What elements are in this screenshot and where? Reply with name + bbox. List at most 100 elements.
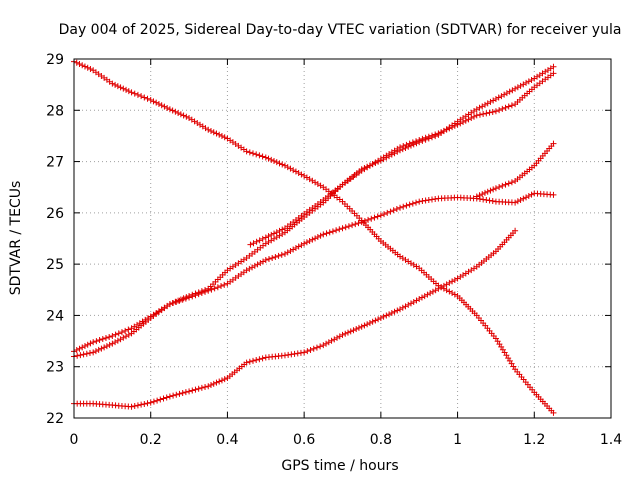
data-point [520, 195, 527, 202]
data-point [109, 340, 116, 347]
data-point [502, 181, 509, 188]
data-point [170, 300, 177, 307]
data-point [259, 355, 266, 362]
data-point [112, 81, 119, 88]
data-point [125, 331, 132, 338]
data-point [345, 223, 352, 230]
data-point [479, 103, 486, 110]
data-point [95, 346, 102, 353]
data-point [131, 403, 138, 410]
data-point [486, 197, 493, 204]
data-point [390, 207, 397, 214]
data-point [243, 267, 250, 274]
data-point [287, 247, 294, 254]
series-2 [71, 227, 519, 410]
data-point [106, 341, 113, 348]
data-point [457, 120, 464, 127]
data-point [186, 388, 193, 395]
data-point [462, 117, 469, 124]
data-point [166, 106, 173, 113]
data-point [372, 317, 379, 324]
data-point [257, 259, 264, 266]
data-point [355, 324, 362, 331]
data-point [400, 203, 407, 210]
data-point [391, 308, 398, 315]
data-point [276, 227, 283, 234]
data-point [80, 351, 87, 358]
data-point [413, 199, 420, 206]
data-point [347, 328, 354, 335]
data-point [256, 356, 263, 363]
data-point [265, 155, 272, 162]
data-point [307, 346, 314, 353]
y-tick-label: 28 [46, 103, 64, 119]
data-point [192, 292, 199, 299]
x-tick-label: 0.6 [293, 432, 315, 448]
data-point [281, 352, 288, 359]
y-tick-label: 27 [46, 155, 64, 171]
data-point [144, 95, 151, 102]
data-point [158, 102, 165, 109]
data-point [134, 402, 141, 409]
data-point [118, 329, 125, 336]
data-point [449, 124, 456, 131]
data-point [260, 258, 267, 265]
data-point [218, 377, 225, 384]
data-point [476, 192, 483, 199]
data-point [528, 76, 535, 83]
data-point [496, 107, 503, 114]
data-point [128, 403, 135, 410]
data-point [413, 297, 420, 304]
data-point [246, 265, 253, 272]
data-point [320, 231, 327, 238]
data-point [189, 293, 196, 300]
data-point [487, 98, 494, 105]
data-point [512, 199, 519, 206]
x-tick-label: 1.2 [523, 432, 545, 448]
data-point [438, 129, 445, 136]
x-tick-label: 0.2 [140, 432, 162, 448]
data-point [512, 227, 519, 234]
data-point [476, 111, 483, 118]
data-point [498, 93, 505, 100]
data-point [304, 348, 311, 355]
data-point [528, 191, 535, 198]
data-point [409, 139, 416, 146]
data-point [550, 191, 557, 198]
data-point [83, 350, 90, 357]
data-point [271, 157, 278, 164]
data-point [358, 219, 365, 226]
data-point [287, 165, 294, 172]
data-point [495, 94, 502, 101]
data-point [221, 376, 228, 383]
data-point [84, 64, 91, 71]
data-point [259, 235, 266, 242]
data-point [276, 160, 283, 167]
data-point [350, 327, 357, 334]
data-point [342, 224, 349, 231]
data-point [198, 290, 205, 297]
data-point [339, 225, 346, 232]
data-point [402, 303, 409, 310]
data-point [313, 344, 320, 351]
data-point [508, 179, 515, 186]
data-point [523, 194, 530, 201]
data-point [262, 234, 269, 241]
data-point [292, 168, 299, 175]
chart-title: Day 004 of 2025, Sidereal Day-to-day VTE… [59, 22, 622, 38]
data-point [323, 230, 330, 237]
data-point [352, 221, 359, 228]
data-point [353, 326, 360, 333]
data-point [446, 288, 453, 295]
data-point [275, 252, 282, 259]
data-point [387, 208, 394, 215]
data-point [487, 187, 494, 194]
series-4 [71, 190, 557, 360]
data-point [109, 332, 116, 339]
y-tick-label: 24 [46, 308, 64, 324]
data-point [506, 88, 513, 95]
data-point [331, 336, 338, 343]
data-point [517, 196, 524, 203]
data-point [409, 200, 416, 207]
data-point [380, 313, 387, 320]
